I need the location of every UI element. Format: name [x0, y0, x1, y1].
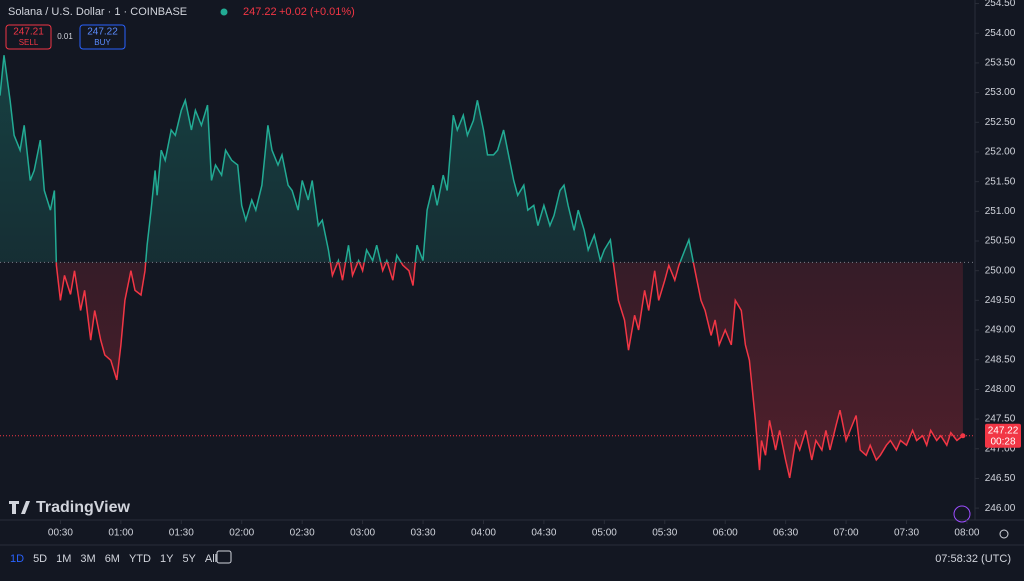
y-tick-label: 247.00	[985, 443, 1016, 454]
countdown: 00:28	[990, 436, 1015, 447]
range-button[interactable]: 5D	[33, 553, 47, 565]
last-point	[960, 433, 966, 439]
x-tick-label: 02:30	[290, 528, 315, 539]
flash-icon[interactable]	[953, 505, 971, 523]
y-tick-label: 247.50	[985, 414, 1016, 425]
range-button[interactable]: 1D	[10, 553, 24, 565]
x-tick-label: 06:30	[773, 528, 798, 539]
y-tick-label: 250.00	[985, 265, 1016, 276]
logo: TradingView	[36, 499, 131, 516]
buy-button[interactable]	[79, 24, 126, 50]
settings-icon[interactable]	[999, 529, 1009, 539]
spread: 0.01	[57, 32, 73, 41]
y-tick-label: 250.50	[985, 236, 1016, 247]
x-tick-label: 00:30	[48, 528, 73, 539]
y-tick-label: 253.50	[985, 58, 1016, 69]
range-button[interactable]: 1M	[56, 553, 71, 565]
range-button[interactable]: 6M	[105, 553, 120, 565]
x-tick-label: 06:00	[713, 528, 738, 539]
x-tick-label: 08:00	[954, 528, 979, 539]
sell-price[interactable]: 247.21	[13, 27, 44, 38]
range-button[interactable]: 5Y	[182, 553, 196, 565]
y-tick-label: 252.00	[985, 147, 1016, 158]
area-up	[0, 55, 963, 263]
last-price: 247.22	[243, 6, 277, 18]
y-tick-label: 254.50	[985, 0, 1016, 9]
x-tick-label: 03:30	[411, 528, 436, 539]
range-button[interactable]: 1Y	[160, 553, 174, 565]
sell-label[interactable]: SELL	[19, 38, 39, 47]
x-tick-label: 05:00	[592, 528, 617, 539]
y-tick-label: 248.00	[985, 384, 1016, 395]
line-up	[0, 55, 695, 263]
y-tick-label: 251.00	[985, 206, 1016, 217]
buy-price[interactable]: 247.22	[87, 27, 118, 38]
x-tick-label: 05:30	[652, 528, 677, 539]
calendar-icon[interactable]	[216, 550, 232, 564]
change: +0.02 (+0.01%)	[279, 6, 355, 18]
line-down	[55, 262, 964, 479]
y-tick-label: 249.50	[985, 295, 1016, 306]
x-tick-label: 07:30	[894, 528, 919, 539]
buy-label[interactable]: BUY	[94, 38, 111, 47]
price-tag	[985, 423, 1021, 448]
y-tick-label: 254.00	[985, 28, 1016, 39]
logo-icon	[9, 501, 30, 514]
y-tick-label: 248.50	[985, 354, 1016, 365]
range-button[interactable]: YTD	[129, 553, 151, 565]
y-tick-label: 253.00	[985, 87, 1016, 98]
x-tick-label: 01:30	[169, 528, 194, 539]
range-button[interactable]: 3M	[80, 553, 95, 565]
price-tag-label: 247.22	[988, 425, 1019, 436]
x-tick-label: 02:00	[229, 528, 254, 539]
area-down	[56, 262, 963, 478]
x-tick-label: 04:30	[531, 528, 556, 539]
y-tick-label: 246.50	[985, 473, 1016, 484]
y-tick-label: 251.50	[985, 176, 1016, 187]
symbol: Solana / U.S. Dollar · 1 · COINBASE	[8, 6, 187, 18]
y-tick-label: 252.50	[985, 117, 1016, 128]
plot	[0, 55, 975, 479]
x-tick-label: 01:00	[108, 528, 133, 539]
range-button[interactable]: All	[205, 553, 217, 565]
x-tick-label: 03:00	[350, 528, 375, 539]
y-tick-label: 246.00	[985, 503, 1016, 514]
y-tick-label: 249.00	[985, 325, 1016, 336]
status-dot	[220, 8, 228, 16]
x-tick-label: 04:00	[471, 528, 496, 539]
clock[interactable]: 07:58:32 (UTC)	[935, 553, 1011, 565]
x-tick-label: 07:00	[834, 528, 859, 539]
sell-button[interactable]	[5, 24, 52, 50]
